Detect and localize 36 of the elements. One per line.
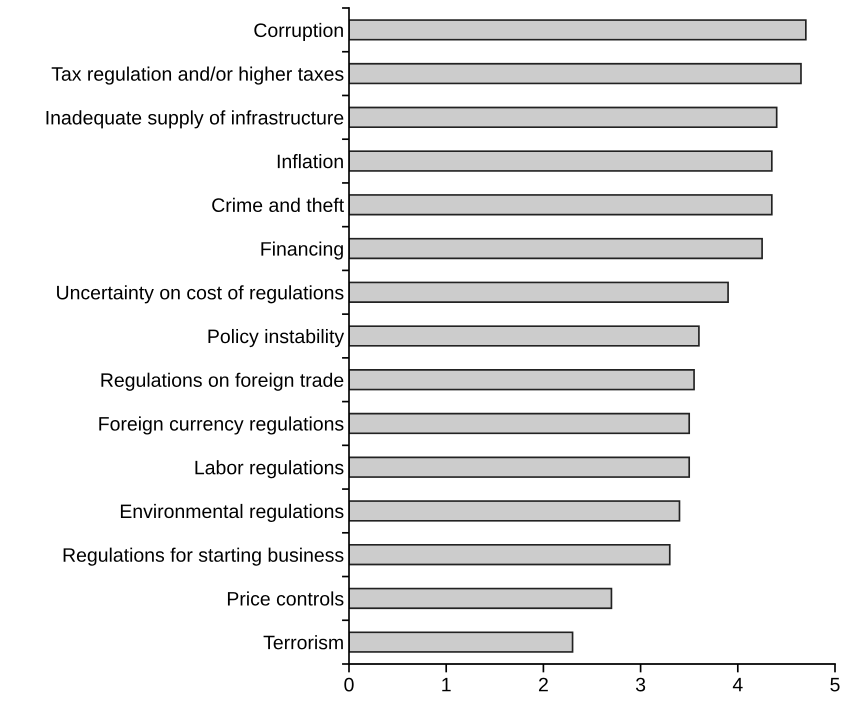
y-tick-label: Regulations for starting business: [64, 548, 344, 566]
bar: [349, 369, 695, 390]
bar: [349, 544, 671, 566]
bar: [349, 238, 763, 260]
bar: [349, 106, 778, 128]
y-tick-label: Policy instability: [208, 328, 344, 348]
y-tick-label: Terrorism: [264, 635, 343, 650]
bar: [349, 19, 807, 41]
bar: [349, 412, 690, 434]
y-tick-label: Regulations on foreign trade: [101, 372, 344, 391]
y-tick-label: Tax regulation and/or higher taxes: [52, 66, 344, 85]
y-tick-label: Inadequate supply of infrastructure: [46, 110, 344, 128]
bar: [349, 62, 802, 84]
bar: [349, 194, 773, 216]
bar: [349, 282, 729, 303]
bar: [349, 150, 773, 172]
bar: [349, 325, 700, 347]
y-tick-label: Price controls: [228, 591, 344, 606]
x-tick-label: 4: [732, 678, 743, 692]
y-tick-label: Uncertainty on cost of regulations: [57, 285, 344, 304]
bar: [349, 500, 680, 522]
y-tick-label: Crime and theft: [212, 198, 344, 212]
y-tick-label: Labor regulations: [195, 460, 344, 478]
bar: [349, 631, 574, 653]
x-tick-label: 1: [442, 678, 451, 692]
y-tick-label: Environmental regulations: [120, 504, 344, 522]
y-tick-label: Financing: [261, 241, 343, 260]
x-tick-label: 2: [538, 678, 548, 692]
y-tick-label: Inflation: [278, 154, 343, 168]
bar: [349, 588, 612, 610]
x-tick-label: 5: [830, 678, 840, 692]
bar: [349, 456, 690, 478]
y-tick-label: Foreign currency regulations: [99, 416, 344, 435]
x-tick-label: 0: [344, 678, 354, 692]
x-tick-label: 3: [636, 678, 646, 692]
y-tick-label: Corruption: [254, 22, 343, 41]
